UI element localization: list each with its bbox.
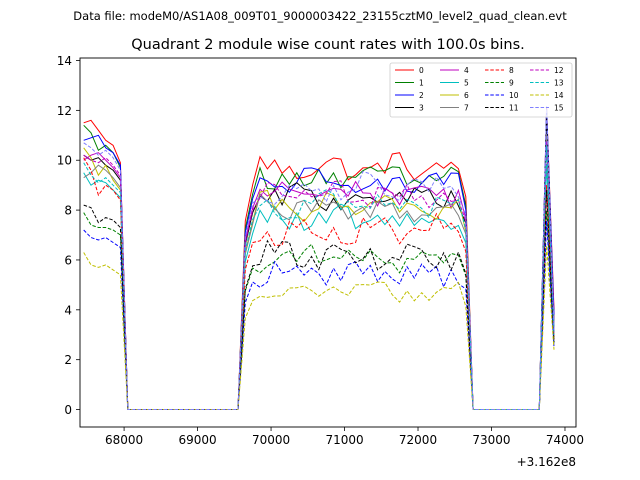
- legend-label-10: 10: [509, 91, 519, 100]
- figure-suptitle: Data file: modeM0/AS1A08_009T01_90000034…: [73, 9, 567, 23]
- y-tick-label: 8: [64, 204, 72, 218]
- y-tick-label: 2: [64, 353, 72, 367]
- chart-title: Quadrant 2 module wise count rates with …: [131, 37, 525, 53]
- series-line-11: [83, 190, 555, 410]
- y-tick-label: 12: [57, 104, 72, 118]
- x-axis-offset-label: +3.162e8: [517, 455, 576, 469]
- x-axis: 68000 69000 70000 71000 72000 73000 74000: [105, 427, 584, 447]
- y-tick-label: 4: [64, 303, 72, 317]
- y-axis: 0 2 4 6 8 10 12 14: [57, 54, 80, 417]
- y-tick-label: 14: [57, 54, 72, 68]
- legend-label-6: 6: [464, 91, 469, 100]
- legend-label-3: 3: [419, 104, 424, 113]
- legend-label-0: 0: [419, 66, 424, 75]
- x-tick-label: 70000: [252, 433, 290, 447]
- y-tick-label: 6: [64, 253, 72, 267]
- x-tick-label: 68000: [105, 433, 143, 447]
- y-tick-label: 0: [64, 403, 72, 417]
- legend-label-11: 11: [509, 104, 519, 113]
- x-tick-label: 71000: [325, 433, 363, 447]
- legend-label-5: 5: [464, 79, 469, 88]
- legend-label-4: 4: [464, 66, 469, 75]
- series-layer: [83, 105, 555, 410]
- x-tick-label: 69000: [178, 433, 216, 447]
- x-tick-label: 72000: [399, 433, 437, 447]
- legend-label-7: 7: [464, 104, 469, 113]
- series-line-15: [83, 105, 555, 410]
- legend-label-13: 13: [554, 79, 564, 88]
- x-tick-label: 73000: [472, 433, 510, 447]
- legend-label-12: 12: [554, 66, 564, 75]
- legend-box: [389, 62, 573, 118]
- axes-border: [79, 57, 577, 428]
- legend-label-1: 1: [419, 79, 424, 88]
- legend-label-14: 14: [554, 91, 564, 100]
- legend-label-2: 2: [419, 91, 424, 100]
- plot-area: [79, 57, 577, 428]
- legend-label-15: 15: [554, 104, 564, 113]
- legend-label-8: 8: [509, 66, 514, 75]
- plot-frame: [80, 58, 576, 427]
- series-line-14: [83, 245, 555, 410]
- x-tick-label: 74000: [546, 433, 584, 447]
- y-tick-label: 10: [57, 154, 72, 168]
- legend-label-9: 9: [509, 79, 514, 88]
